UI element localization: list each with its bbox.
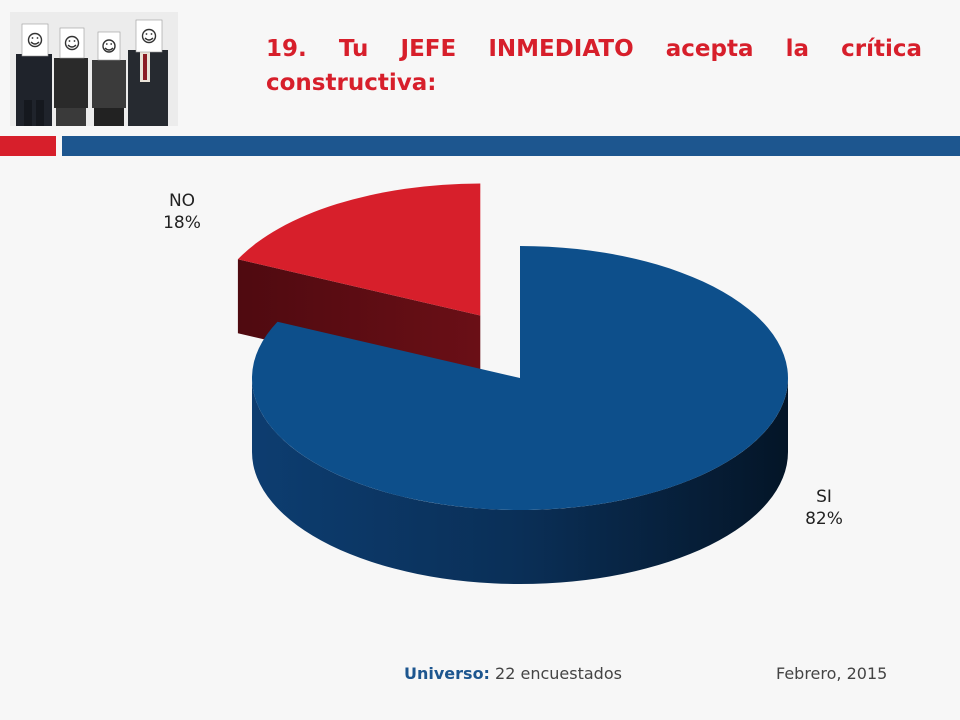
pie-label-no-value: 18% <box>163 213 201 233</box>
footer-date: Febrero, 2015 <box>776 664 888 683</box>
accent-bar-red <box>0 136 56 156</box>
slide-title: 19. Tu JEFE INMEDIATO acepta la crítica … <box>266 36 922 96</box>
pie-slice-si-side <box>252 378 788 584</box>
pie-label-no-name: NO <box>168 191 196 211</box>
pie-label-si-value: 82% <box>805 509 843 529</box>
pie-label-si: SI 82% <box>784 486 864 530</box>
universo-value: 22 encuestados <box>495 664 622 683</box>
accent-bar-blue <box>62 136 960 156</box>
people-photo <box>10 12 178 126</box>
footer-universo: Universo: 22 encuestados <box>404 664 622 683</box>
pie-label-no: NO 18% <box>142 190 222 234</box>
universo-label: Universo: <box>404 664 490 683</box>
pie-label-si-name: SI <box>816 487 832 507</box>
pie-slice-no <box>237 183 481 316</box>
pie-slice-si <box>251 246 788 511</box>
